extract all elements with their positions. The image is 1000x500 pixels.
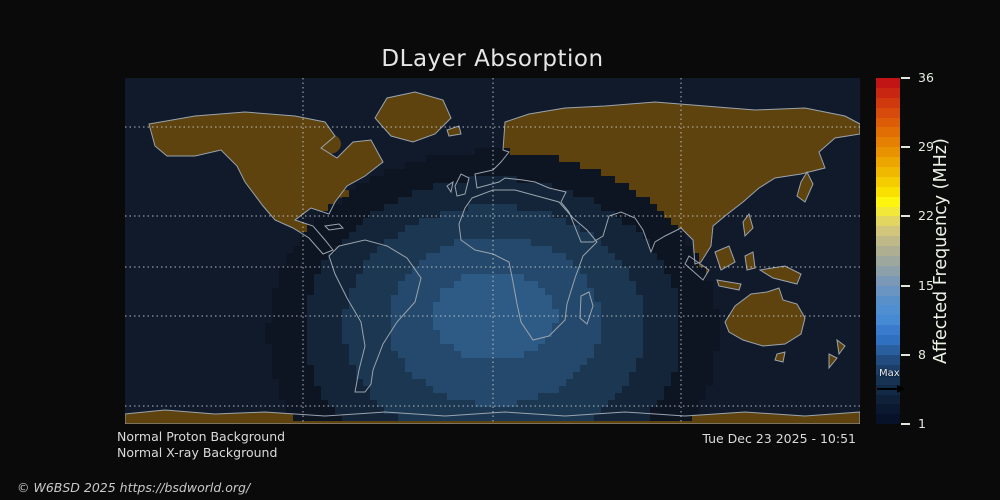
colorbar-tick-mark — [901, 423, 910, 425]
colorbar-segment — [876, 414, 900, 425]
colorbar-segment — [876, 186, 900, 197]
hudson-bay — [317, 134, 341, 154]
colorbar-segment — [876, 404, 900, 415]
colorbar-segment — [876, 206, 900, 217]
colorbar-tick-mark — [901, 77, 910, 79]
colorbar-segment — [876, 305, 900, 316]
colorbar-segment — [876, 246, 900, 257]
colorbar-tick-mark — [901, 353, 910, 356]
colorbar-segment — [876, 345, 900, 355]
colorbar-segment — [876, 97, 900, 108]
colorbar-segment — [876, 364, 900, 375]
colorbar-tick-mark — [901, 215, 910, 218]
max-marker: Max — [877, 368, 905, 398]
colorbar-tick-label: 15 — [918, 277, 934, 293]
colorbar-segment — [876, 157, 900, 168]
colorbar-segment — [876, 127, 900, 138]
colorbar-segment — [876, 147, 900, 158]
colorbar-segment — [876, 275, 900, 286]
colorbar-segment — [876, 196, 900, 207]
colorbar-segment — [876, 265, 900, 276]
colorbar-segment — [876, 216, 900, 227]
colorbar-gradient — [876, 78, 900, 425]
colorbar-segment — [876, 354, 900, 365]
graticule-grid — [125, 78, 860, 424]
page-title: DLayer Absorption — [381, 46, 604, 72]
max-marker-label: Max — [879, 368, 900, 380]
copyright: © W6BSD 2025 https://bsdworld.org/ — [17, 480, 251, 495]
colorbar-tick-mark — [901, 284, 910, 287]
colorbar-segment — [876, 315, 900, 326]
colorbar-segment — [876, 394, 900, 405]
colorbar-segment — [876, 256, 900, 266]
colorbar-segment — [876, 176, 900, 187]
timestamp: Tue Dec 23 2025 - 10:51 — [702, 431, 856, 446]
colorbar-tick-mark — [901, 146, 910, 149]
colorbar-segment — [876, 167, 900, 177]
colorbar-ticks: 36 29 22 15 8 1 — [901, 70, 961, 431]
colorbar-segment — [876, 236, 900, 247]
colorbar-segment — [876, 285, 900, 296]
colorbar-segment — [876, 335, 900, 346]
colorbar-axis-label: Affected Frequency (MHz) — [931, 138, 951, 364]
colorbar-segment — [876, 78, 900, 88]
colorbar-segment — [876, 87, 900, 98]
colorbar-segment — [876, 295, 900, 306]
world-map — [125, 78, 860, 424]
colorbar-tick-label: 8 — [918, 346, 926, 362]
colorbar-segment — [876, 107, 900, 118]
colorbar-segment — [876, 226, 900, 237]
max-marker-arrow-icon — [877, 385, 905, 394]
proton-background-status: Normal Proton Background — [117, 429, 286, 444]
colorbar-segment — [876, 137, 900, 148]
colorbar-tick-label: 36 — [918, 70, 934, 85]
colorbar-segment — [876, 117, 900, 128]
colorbar-tick-label: 29 — [918, 139, 934, 155]
status-lines: Normal Proton Background Normal X-ray Ba… — [117, 429, 285, 460]
colorbar-segment — [876, 325, 900, 336]
colorbar-tick-label: 1 — [918, 416, 926, 431]
colorbar-segment — [876, 374, 900, 385]
xray-background-status: Normal X-ray Background — [117, 444, 278, 460]
world-map-svg — [125, 78, 860, 424]
colorbar-tick-label: 22 — [918, 208, 934, 224]
